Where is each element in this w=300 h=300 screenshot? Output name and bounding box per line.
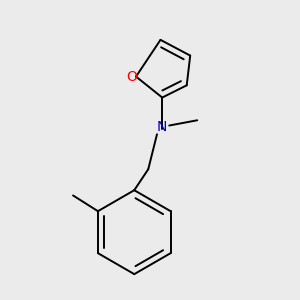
Text: O: O — [126, 70, 137, 84]
Text: N: N — [157, 120, 167, 134]
